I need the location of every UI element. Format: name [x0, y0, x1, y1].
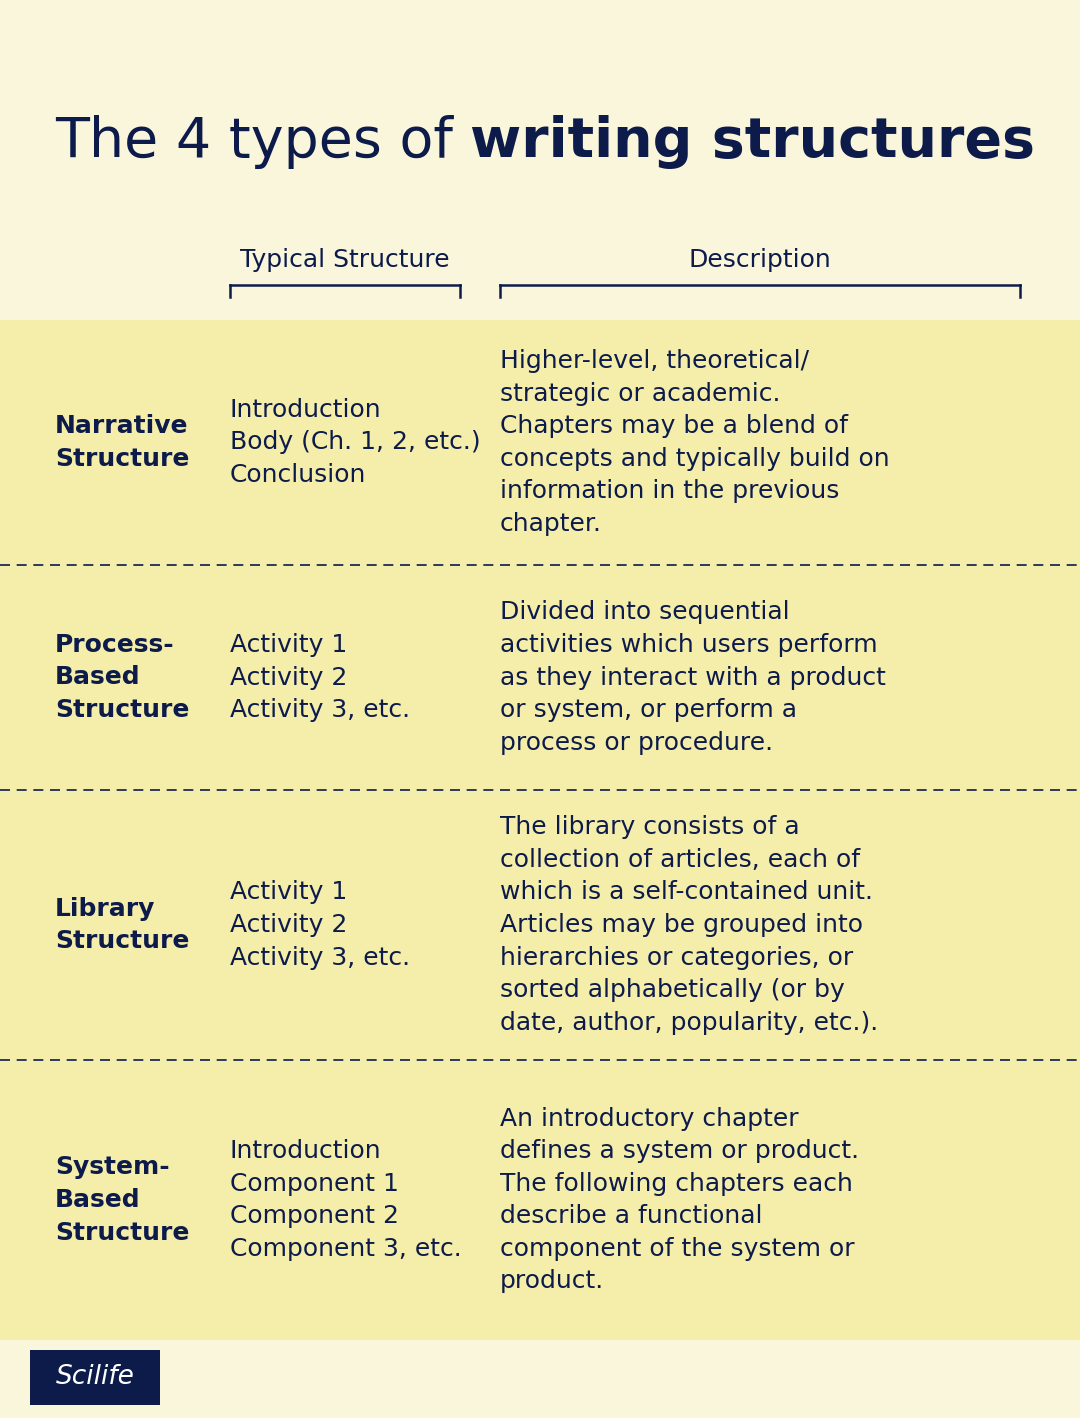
FancyBboxPatch shape [0, 320, 1080, 564]
FancyBboxPatch shape [0, 790, 1080, 1061]
Text: System-
Based
Structure: System- Based Structure [55, 1156, 189, 1245]
Text: Scilife: Scilife [55, 1364, 134, 1391]
Text: Description: Description [689, 248, 832, 272]
Text: Library
Structure: Library Structure [55, 896, 189, 953]
Text: Introduction
Body (Ch. 1, 2, etc.)
Conclusion: Introduction Body (Ch. 1, 2, etc.) Concl… [230, 398, 481, 486]
Text: The 4 types of: The 4 types of [55, 115, 471, 169]
Text: Higher-level, theoretical/
strategic or academic.
Chapters may be a blend of
con: Higher-level, theoretical/ strategic or … [500, 349, 890, 536]
Text: Activity 1
Activity 2
Activity 3, etc.: Activity 1 Activity 2 Activity 3, etc. [230, 881, 410, 970]
FancyBboxPatch shape [30, 1350, 160, 1405]
Text: Typical Structure: Typical Structure [240, 248, 449, 272]
Text: The library consists of a
collection of articles, each of
which is a self-contai: The library consists of a collection of … [500, 815, 878, 1035]
FancyBboxPatch shape [0, 564, 1080, 790]
FancyBboxPatch shape [0, 1061, 1080, 1340]
Text: Activity 1
Activity 2
Activity 3, etc.: Activity 1 Activity 2 Activity 3, etc. [230, 632, 410, 722]
Text: Divided into sequential
activities which users perform
as they interact with a p: Divided into sequential activities which… [500, 600, 886, 754]
Text: An introductory chapter
defines a system or product.
The following chapters each: An introductory chapter defines a system… [500, 1106, 859, 1293]
Text: Narrative
Structure: Narrative Structure [55, 414, 189, 471]
Text: Introduction
Component 1
Component 2
Component 3, etc.: Introduction Component 1 Component 2 Com… [230, 1139, 462, 1261]
Text: Process-
Based
Structure: Process- Based Structure [55, 632, 189, 722]
Text: writing structures: writing structures [471, 115, 1036, 169]
